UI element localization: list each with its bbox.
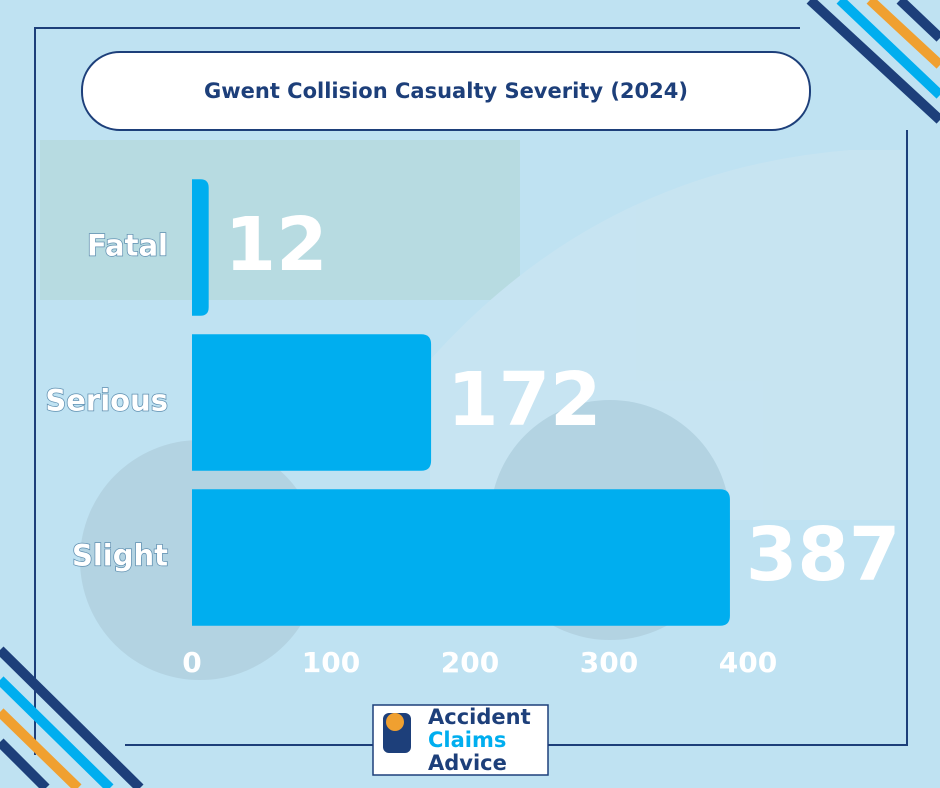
- title-box: [81, 51, 811, 131]
- bar: [192, 334, 432, 471]
- chart-title: Gwent Collision Casualty Severity (2024): [204, 79, 688, 103]
- x-tick-label: 300: [580, 646, 638, 679]
- y-tick-label: Slight: [72, 539, 168, 573]
- y-tick-label: Serious: [45, 384, 168, 418]
- value-label: 387: [746, 512, 900, 598]
- logo-text: Claims: [428, 728, 506, 752]
- value-label: 172: [447, 357, 601, 443]
- value-label: 12: [225, 202, 328, 288]
- bar: [192, 179, 209, 316]
- bar: [192, 489, 730, 626]
- x-tick-label: 0: [182, 646, 201, 679]
- logo: Accident Claims Advice: [372, 704, 549, 776]
- x-tick-label: 200: [441, 646, 499, 679]
- logo-text: Accident: [428, 705, 531, 729]
- logo-text: Advice: [428, 751, 507, 775]
- y-tick-label: Fatal: [87, 229, 168, 263]
- x-tick-label: 400: [719, 646, 777, 679]
- x-tick-label: 100: [302, 646, 360, 679]
